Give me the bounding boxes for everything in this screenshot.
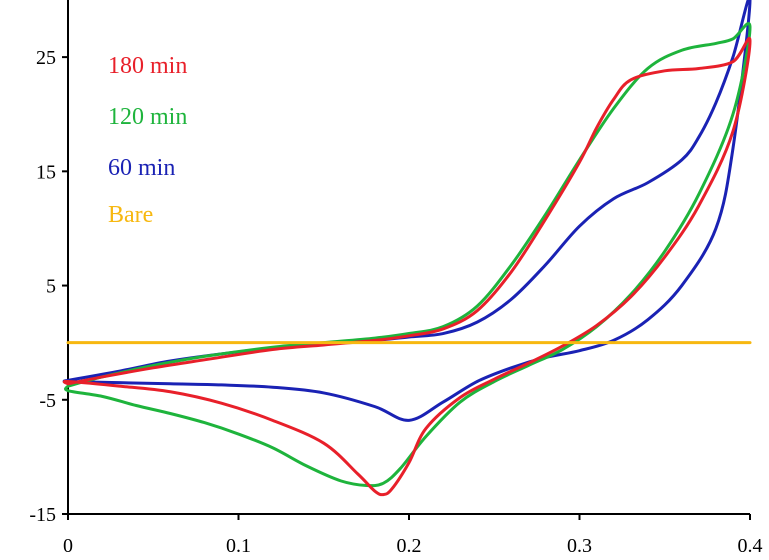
series-line-180-min <box>62 36 752 497</box>
x-tick-label: 0.4 <box>738 535 763 557</box>
legend: 180 min 120 min 60 min Bare <box>108 53 187 228</box>
y-tick-label: -15 <box>29 504 56 526</box>
y-tick-label: 15 <box>36 161 56 183</box>
legend-label-60-min: 60 min <box>108 155 175 181</box>
series-line-120-min <box>64 22 752 488</box>
y-tick-label: 25 <box>36 47 56 69</box>
legend-label-180-min: 180 min <box>108 53 187 79</box>
y-tick-label: -5 <box>39 390 56 412</box>
y-tick-label: 5 <box>46 276 56 298</box>
x-tick-label: 0.3 <box>567 535 592 557</box>
axes: -15 -5 5 15 25 0 0.1 0.2 0.3 0.4 <box>29 0 763 557</box>
legend-label-bare: Bare <box>108 202 153 228</box>
x-tick-label: 0.2 <box>397 535 422 557</box>
legend-label-120-min: 120 min <box>108 104 187 130</box>
plot-area <box>62 0 752 497</box>
x-tick-label: 0.1 <box>226 535 251 557</box>
x-tick-label: 0 <box>63 535 73 557</box>
